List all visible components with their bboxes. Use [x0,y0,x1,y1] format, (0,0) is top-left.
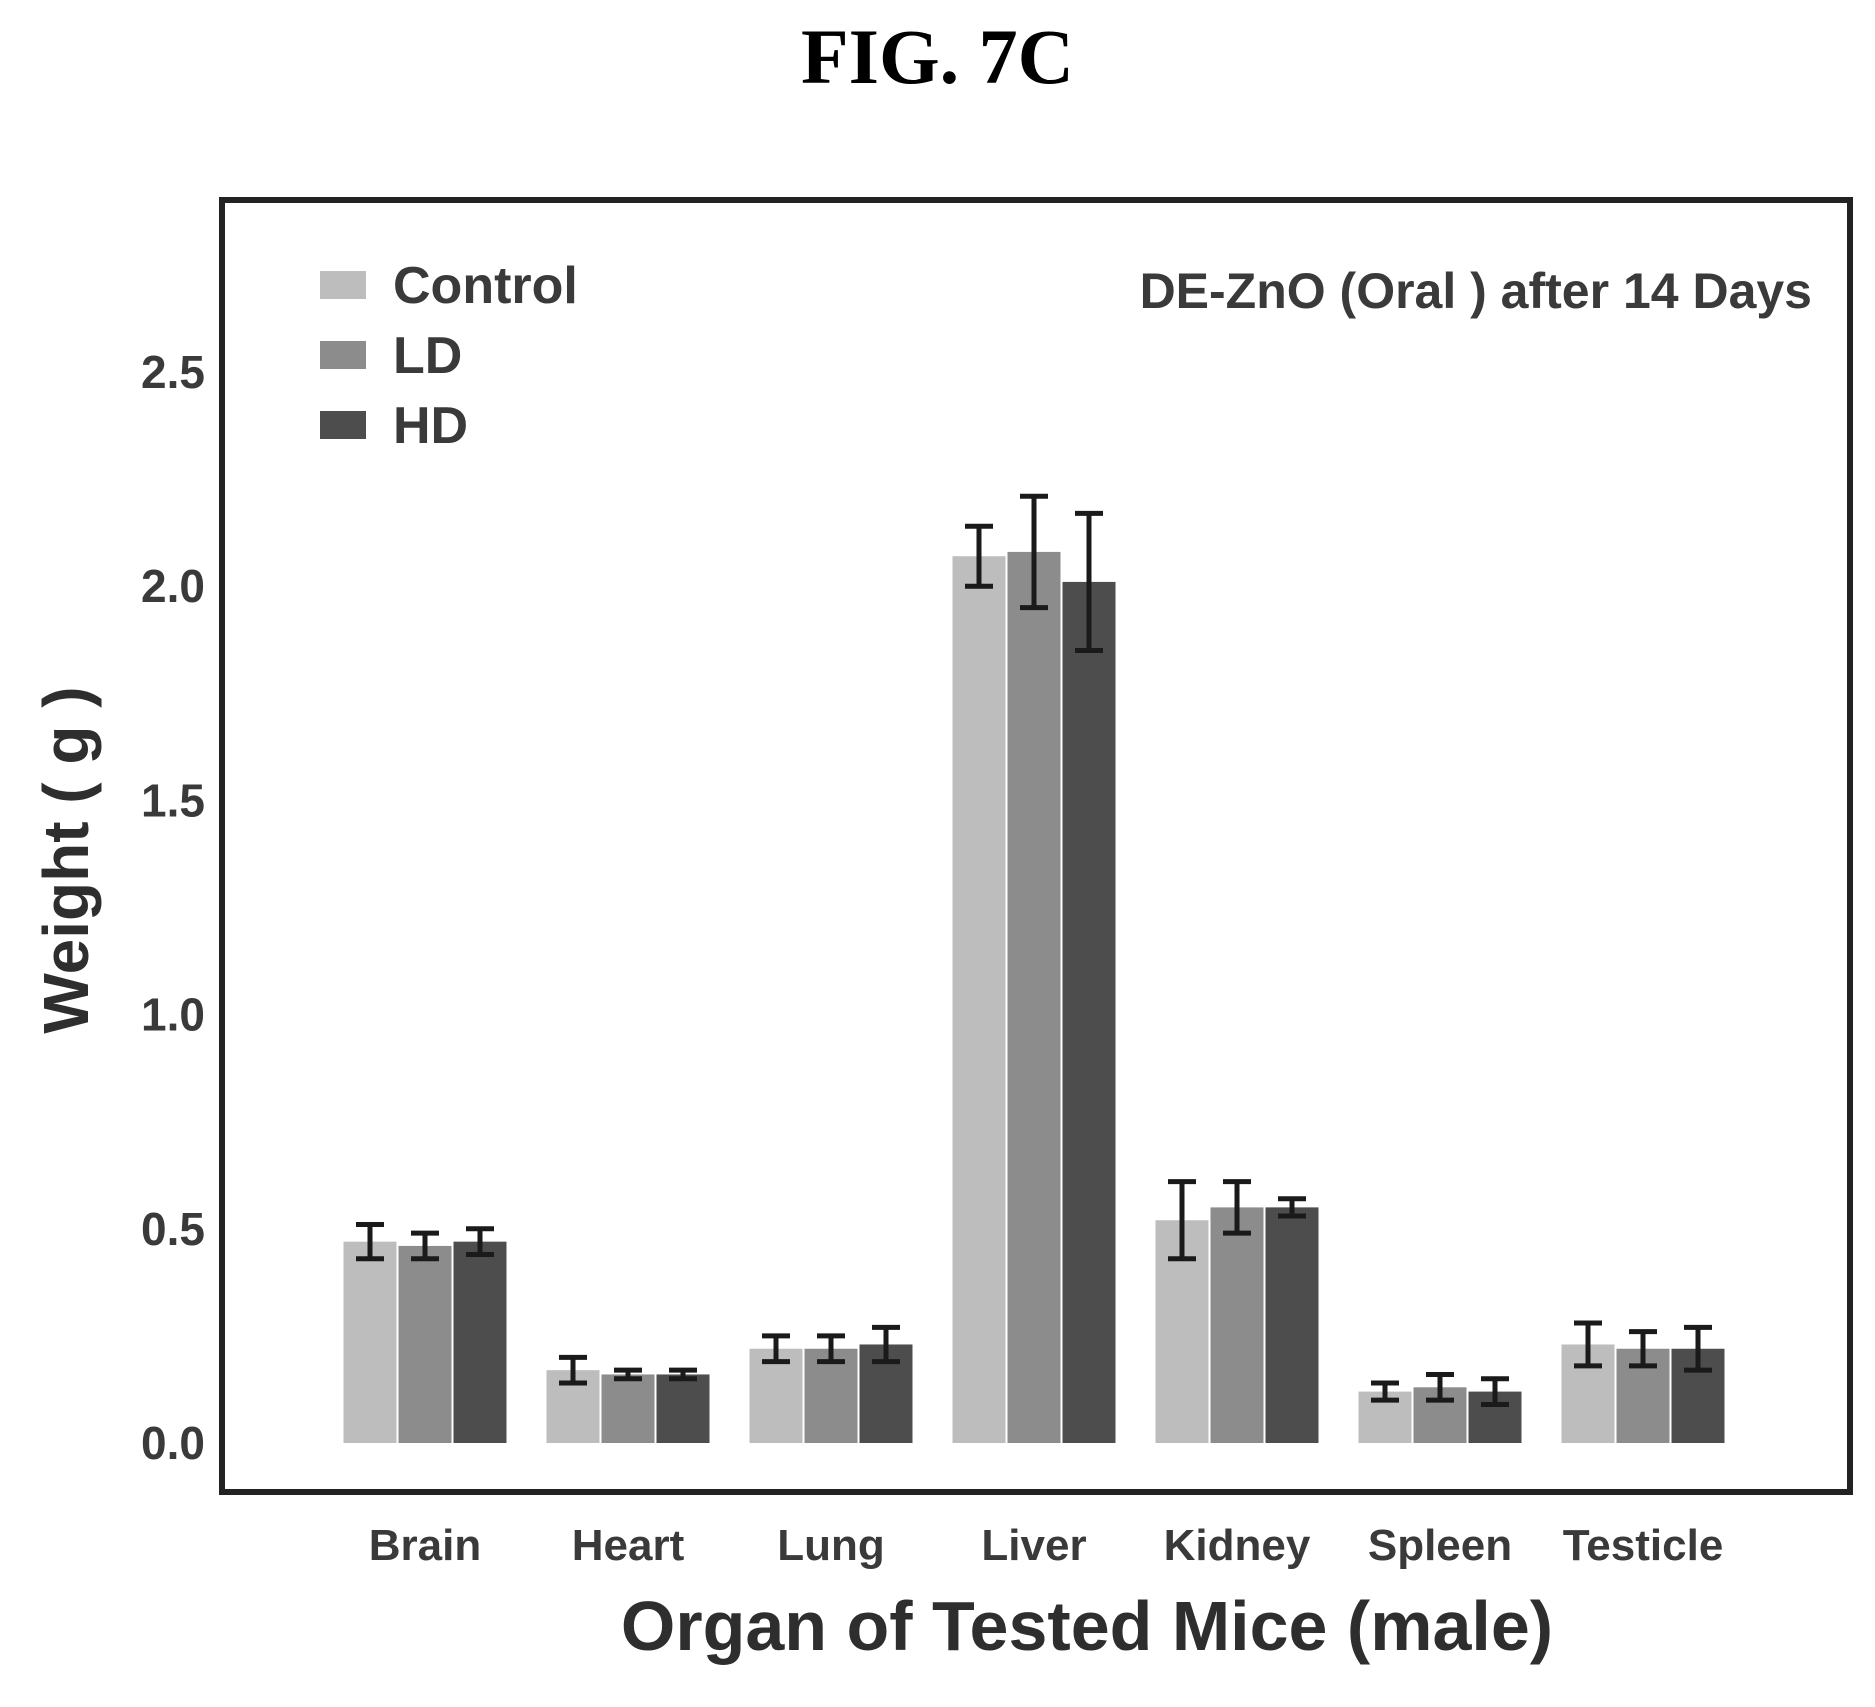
figure-title: FIG. 7C [801,13,1074,100]
error-bars [356,493,1712,1407]
error-bar-ld-lung [817,1333,845,1365]
error-bar-hd-liver [1075,510,1103,653]
legend-swatch-control [320,271,366,299]
error-bar-hd-heart [669,1367,697,1382]
legend-label-hd: HD [393,397,468,455]
error-bar-hd-spleen [1481,1376,1509,1407]
x-tick-label-brain: Brain [369,1521,481,1570]
bar-control-lung [749,1348,803,1443]
y-tick-label: 0.5 [141,1203,205,1255]
legend-swatch-hd [320,411,366,439]
legend: Control LD HD [320,257,578,455]
bars [343,551,1725,1443]
y-tick-label: 2.5 [141,346,205,398]
x-tick-label-spleen: Spleen [1368,1521,1512,1570]
error-bar-ld-liver [1020,493,1048,611]
error-bar-hd-kidney [1278,1196,1306,1219]
legend-swatch-ld [320,341,366,369]
bar-ld-kidney [1210,1207,1264,1443]
y-tick-label: 1.0 [141,989,205,1041]
x-tick-label-lung: Lung [777,1521,885,1570]
error-bar-hd-lung [872,1324,900,1365]
error-bar-control-lung [762,1333,790,1365]
error-bar-control-brain [356,1222,384,1262]
legend-label-ld: LD [393,327,462,385]
legend-label-control: Control [393,257,578,315]
error-bar-control-kidney [1168,1179,1196,1262]
x-tick-label-kidney: Kidney [1164,1521,1311,1570]
chart-annotation: DE-ZnO (Oral ) after 14 Days [1140,263,1812,319]
y-axis-ticks: 0.0 0.5 1.0 1.5 2.0 2.5 [141,346,205,1469]
error-bar-control-heart [559,1354,587,1386]
bar-ld-heart [601,1374,655,1443]
error-bar-ld-heart [614,1367,642,1382]
y-tick-label: 1.5 [141,774,205,826]
error-bar-control-liver [965,523,993,589]
x-tick-label-testicle: Testicle [1563,1521,1724,1570]
bar-hd-brain [453,1241,507,1443]
error-bar-ld-testicle [1629,1329,1657,1369]
plot-frame [219,197,1853,1495]
bar-control-liver [952,556,1006,1443]
x-tick-label-heart: Heart [572,1521,685,1570]
error-bar-control-testicle [1574,1320,1602,1369]
error-bar-ld-brain [411,1230,439,1262]
x-axis-category-labels: Brain Heart Lung Liver Kidney Spleen Testicle [369,1521,1724,1570]
error-bar-ld-kidney [1223,1179,1251,1236]
error-bar-control-spleen [1371,1380,1399,1403]
error-bar-ld-spleen [1426,1371,1454,1403]
bar-hd-heart [656,1374,710,1443]
y-tick-label: 2.0 [141,560,205,612]
error-bar-hd-testicle [1684,1324,1712,1373]
x-axis-title: Organ of Tested Mice (male) [621,1587,1553,1665]
bar-hd-kidney [1265,1207,1319,1443]
x-tick-label-liver: Liver [981,1521,1086,1570]
bar-ld-brain [398,1245,452,1443]
bar-ld-liver [1007,551,1061,1443]
y-axis-title: Weight ( g ) [30,686,102,1033]
y-tick-label: 0.0 [141,1417,205,1469]
bar-control-brain [343,1241,397,1443]
bar-hd-liver [1062,581,1116,1443]
bar-ld-lung [804,1348,858,1443]
error-bar-hd-brain [466,1226,494,1258]
